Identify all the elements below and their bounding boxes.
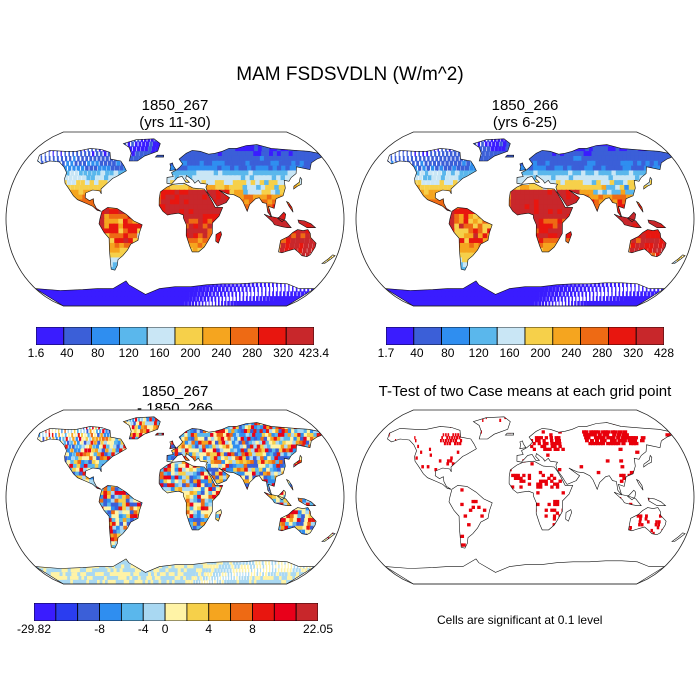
- colorbar-tick-label: 22.05: [303, 622, 333, 636]
- colorbar-tick-label: 40: [410, 346, 423, 360]
- map-case-1867: [4, 130, 346, 308]
- page-title: MAM FSDSVDLN (W/m^2): [0, 64, 700, 86]
- colorbar-swatch: [56, 603, 78, 621]
- colorbar-swatch: [258, 327, 286, 345]
- colorbar-swatch: [78, 603, 100, 621]
- colorbar-tick-label: 240: [561, 346, 581, 360]
- colorbar-swatch: [442, 327, 470, 345]
- panel-2-title: 1850_266 (yrs 6-25): [405, 97, 645, 131]
- colorbar-swatch: [209, 603, 231, 621]
- colorbar-swatch: [581, 327, 609, 345]
- colorbar-difference: [34, 603, 318, 621]
- colorbar-swatch: [36, 327, 64, 345]
- panel-1-title: 1850_267 (yrs 11-30): [55, 97, 295, 131]
- colorbar-swatch: [175, 327, 203, 345]
- colorbar-tick-label: -29.82: [17, 622, 51, 636]
- colorbar-tick-label: -4: [138, 622, 149, 636]
- colorbar-tick-label: 320: [273, 346, 293, 360]
- colorbar-swatch: [203, 327, 231, 345]
- colorbar-1-labels: 1.6 40 80 120 160 200 240 280 320 423.4: [36, 346, 314, 362]
- colorbar-swatch: [187, 603, 209, 621]
- map-difference: [4, 408, 346, 586]
- colorbar-swatch: [286, 327, 314, 345]
- panel-4-title: T-Test of two Case means at each grid po…: [355, 383, 695, 400]
- colorbar-swatch: [34, 603, 56, 621]
- colorbar-swatch: [252, 603, 274, 621]
- map-case-1866: [354, 130, 696, 308]
- colorbar-swatch: [231, 327, 259, 345]
- colorbar-swatch: [497, 327, 525, 345]
- colorbar-tick-label: 240: [211, 346, 231, 360]
- colorbar-swatch: [296, 603, 318, 621]
- colorbar-swatch: [608, 327, 636, 345]
- colorbar-case-1867: [36, 327, 314, 345]
- colorbar-tick-label: 160: [500, 346, 520, 360]
- colorbar-swatch: [553, 327, 581, 345]
- colorbar-swatch: [147, 327, 175, 345]
- colorbar-tick-label: 200: [530, 346, 550, 360]
- colorbar-tick-label: 280: [242, 346, 262, 360]
- colorbar-swatch: [414, 327, 442, 345]
- colorbar-tick-label: 423.4: [299, 346, 329, 360]
- colorbar-swatch: [469, 327, 497, 345]
- colorbar-swatch: [525, 327, 553, 345]
- colorbar-tick-label: 428: [654, 346, 674, 360]
- colorbar-tick-label: 80: [441, 346, 454, 360]
- colorbar-tick-label: 1.6: [28, 346, 45, 360]
- colorbar-swatch: [121, 603, 143, 621]
- colorbar-swatch: [636, 327, 664, 345]
- colorbar-tick-label: 4: [205, 622, 212, 636]
- colorbar-tick-label: 8: [249, 622, 256, 636]
- colorbar-swatch: [100, 603, 122, 621]
- colorbar-swatch: [143, 603, 165, 621]
- colorbar-tick-label: 40: [60, 346, 73, 360]
- map-ttest-significance: [354, 408, 696, 586]
- colorbar-swatch: [119, 327, 147, 345]
- colorbar-swatch: [92, 327, 120, 345]
- colorbar-swatch: [165, 603, 187, 621]
- colorbar-swatch: [386, 327, 414, 345]
- significance-note: Cells are significant at 0.1 level: [437, 613, 602, 627]
- colorbar-tick-label: 120: [119, 346, 139, 360]
- colorbar-tick-label: 120: [469, 346, 489, 360]
- colorbar-tick-label: 160: [150, 346, 170, 360]
- colorbar-swatch: [274, 603, 296, 621]
- colorbar-tick-label: 200: [180, 346, 200, 360]
- colorbar-tick-label: 80: [91, 346, 104, 360]
- colorbar-2-labels: 1.7 40 80 120 160 200 240 280 320 428: [386, 346, 664, 362]
- colorbar-case-1866: [386, 327, 664, 345]
- colorbar-swatch: [231, 603, 253, 621]
- colorbar-tick-label: 1.7: [378, 346, 395, 360]
- colorbar-tick-label: 280: [592, 346, 612, 360]
- colorbar-3-labels: -29.82 -8 -4 0 4 8 22.05: [34, 622, 318, 638]
- colorbar-tick-label: 0: [162, 622, 169, 636]
- colorbar-tick-label: -8: [94, 622, 105, 636]
- colorbar-swatch: [64, 327, 92, 345]
- colorbar-tick-label: 320: [623, 346, 643, 360]
